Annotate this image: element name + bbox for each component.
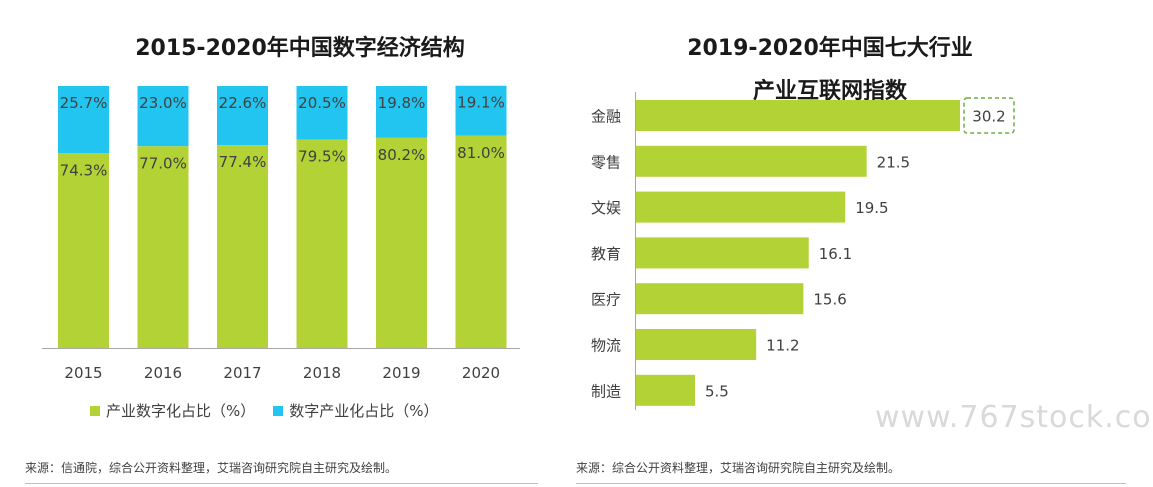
y-tick-label-制造: 制造 [591,382,621,400]
legend-label-digital-industrialization: 数字产业化占比（%） [289,402,439,420]
left-chart-title: 2015-2020年中国数字经济结构 [135,36,465,61]
value-label-医疗: 15.6 [813,291,846,309]
right-source-note: 来源：综合公开资料整理，艾瑞咨询研究院自主研究及绘制。 [576,461,901,475]
value-label-教育: 16.1 [819,245,852,263]
left-chart-legend: 产业数字化占比（%） 数字产业化占比（%） [90,400,439,421]
value-label-零售: 21.5 [877,153,910,171]
highlight-box-金融 [963,97,1015,134]
bar-digital-industrialization-2020 [455,85,507,136]
y-tick-label-零售: 零售 [591,153,621,171]
bar-digital-industrialization-2018 [296,86,348,140]
label-digital-industrialization-2016: 23.0% [139,94,187,112]
bar-industrial-digitalization-2019 [376,137,427,348]
hbar-零售 [636,145,867,177]
value-label-制造: 5.5 [705,382,729,400]
bar-industrial-digitalization-2017 [217,145,268,348]
y-tick-label-物流: 物流 [591,337,621,355]
value-label-金融: 30.2 [972,108,1005,126]
x-tick-label-2020: 2020 [462,364,500,382]
right-footer-divider [576,483,1126,484]
y-tick-label-教育: 教育 [591,245,621,263]
legend-item-industrial-digitalization: 产业数字化占比（%） [90,400,255,421]
label-digital-industrialization-2019: 19.8% [378,94,426,112]
watermark-text: www.767stock.com [875,400,1153,435]
value-label-物流: 11.2 [766,337,799,355]
hbar-医疗 [636,283,804,315]
bar-industrial-digitalization-2018 [296,139,348,348]
hbar-文娱 [636,191,846,223]
bar-digital-industrialization-2016 [137,86,189,147]
x-tick-label-2017: 2017 [223,364,261,382]
hbar-物流 [636,329,757,360]
legend-item-digital-industrialization: 数字产业化占比（%） [273,400,439,421]
label-industrial-digitalization-2018: 79.5% [298,148,346,166]
label-industrial-digitalization-2016: 77.0% [139,154,187,172]
y-tick-label-文娱: 文娱 [591,199,621,217]
hbar-金融 [636,100,960,131]
label-industrial-digitalization-2015: 74.3% [60,161,108,179]
x-tick-label-2018: 2018 [303,364,341,382]
hbar-制造 [636,374,696,406]
y-tick-label-金融: 金融 [591,108,621,126]
bar-digital-industrialization-2015 [58,86,109,154]
label-industrial-digitalization-2017: 77.4% [219,153,267,171]
hbar-教育 [636,237,809,269]
bar-digital-industrialization-2017 [217,86,268,146]
bar-industrial-digitalization-2020 [455,135,507,348]
x-tick-label-2015: 2015 [64,364,102,382]
label-digital-industrialization-2015: 25.7% [60,94,108,112]
legend-label-industrial-digitalization: 产业数字化占比（%） [106,402,256,420]
left-source-note: 来源：信通院，综合公开资料整理，艾瑞咨询研究院自主研究及绘制。 [25,461,398,475]
legend-swatch-green [90,405,100,416]
left-footer-divider [25,483,538,484]
right-chart-title-line2: 产业互联网指数 [752,79,907,104]
bar-industrial-digitalization-2015 [58,153,109,348]
bar-digital-industrialization-2019 [376,86,427,138]
x-tick-label-2019: 2019 [382,364,420,382]
label-digital-industrialization-2018: 20.5% [298,94,346,112]
label-industrial-digitalization-2019: 80.2% [378,146,426,164]
label-industrial-digitalization-2020: 81.0% [457,144,505,162]
value-label-文娱: 19.5 [855,199,888,217]
x-tick-label-2016: 2016 [144,364,182,382]
bar-industrial-digitalization-2016 [137,146,189,348]
right-chart-title-line1: 2019-2020年中国七大行业 [687,36,973,61]
legend-swatch-blue [273,405,284,416]
label-digital-industrialization-2017: 22.6% [219,94,267,112]
y-tick-label-医疗: 医疗 [591,291,621,309]
label-digital-industrialization-2020: 19.1% [457,94,505,112]
